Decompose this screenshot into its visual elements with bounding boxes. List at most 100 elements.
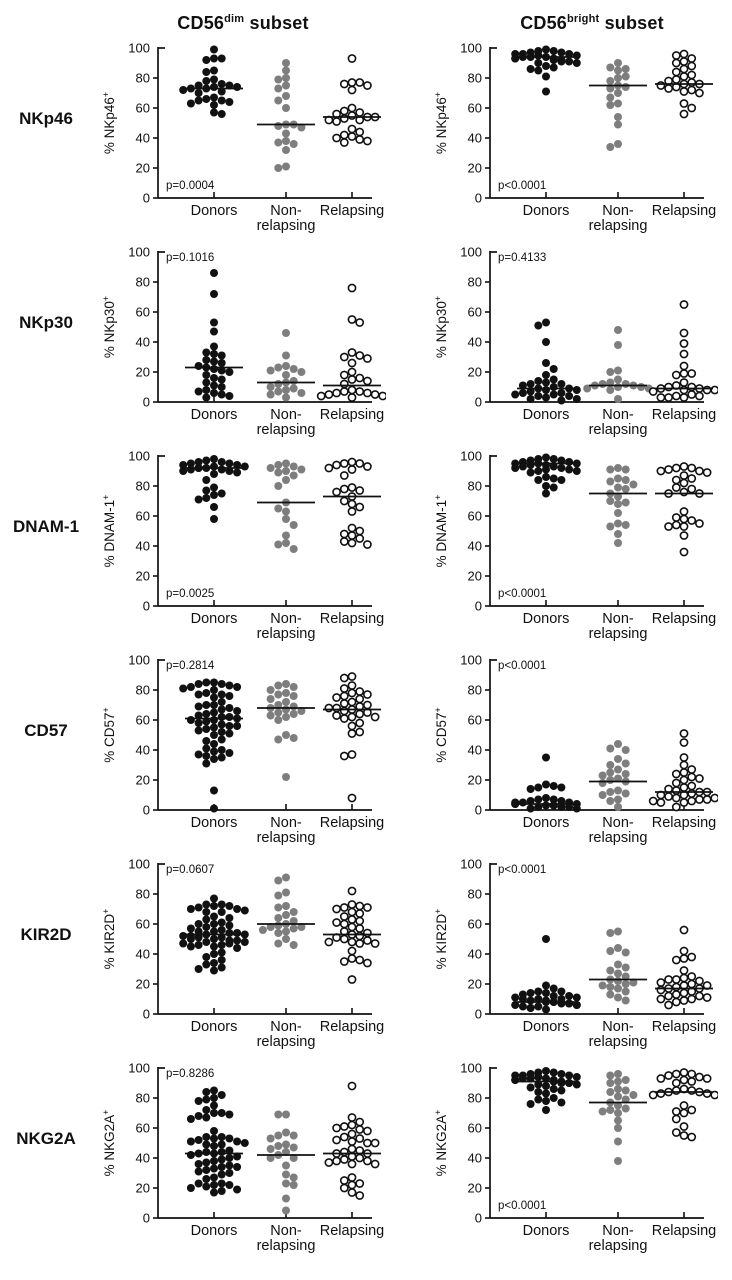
data-point — [202, 371, 211, 379]
column-title-cd56bright: CD56bright subset — [432, 13, 718, 34]
data-point — [210, 462, 218, 471]
data-point — [606, 477, 615, 486]
data-point — [210, 740, 218, 748]
data-point — [194, 362, 203, 370]
data-point — [355, 1117, 365, 1127]
data-point — [557, 476, 566, 484]
data-point — [186, 465, 195, 474]
data-point — [186, 905, 195, 913]
data-point — [614, 366, 622, 375]
data-point — [362, 136, 372, 146]
data-point — [339, 714, 349, 723]
data-point — [671, 802, 681, 812]
data-point — [542, 72, 550, 81]
data-point — [565, 1079, 574, 1087]
data-point — [202, 725, 211, 733]
data-point — [629, 1091, 638, 1099]
data-point — [274, 387, 283, 396]
data-point — [289, 1173, 298, 1182]
data-point — [355, 1153, 365, 1163]
scatter-plot-svg: 0 20 40 60 80 100 % KIR2D+ Donors Non-relapsingR… — [433, 857, 716, 1051]
data-point — [282, 698, 290, 706]
data-point — [687, 54, 697, 63]
data-point — [679, 72, 689, 81]
data-point — [347, 1129, 357, 1139]
data-point — [671, 1107, 681, 1116]
data-point — [202, 1148, 211, 1156]
data-point — [565, 392, 574, 400]
data-point — [614, 1137, 622, 1146]
data-point — [664, 975, 673, 984]
x-category-label: Donors — [191, 1019, 238, 1035]
data-point — [194, 1112, 203, 1120]
data-point — [614, 395, 622, 403]
data-point — [347, 1188, 357, 1197]
p-value-label: p=0.0004 — [166, 180, 215, 192]
y-tick-label: 60 — [468, 917, 482, 932]
data-point — [210, 470, 218, 478]
data-point — [614, 519, 622, 528]
data-point — [210, 1101, 218, 1110]
data-point — [679, 966, 689, 975]
data-point — [217, 80, 226, 88]
x-category-label: Non- — [270, 203, 302, 219]
x-category-label: Non- — [602, 815, 634, 831]
data-point — [637, 383, 646, 391]
data-point — [679, 478, 689, 488]
data-point — [289, 140, 298, 148]
data-point — [347, 1173, 357, 1182]
data-point — [614, 765, 622, 774]
y-axis-label-sup: + — [101, 909, 111, 914]
y-tick-label: 0 — [143, 803, 150, 818]
data-point — [347, 1137, 357, 1146]
data-point — [217, 375, 226, 384]
data-point — [217, 900, 226, 909]
y-tick-label: 80 — [136, 275, 150, 290]
data-point — [217, 926, 226, 934]
data-point — [679, 385, 689, 395]
data-point — [355, 727, 365, 737]
data-point — [511, 800, 520, 808]
data-point — [194, 1179, 203, 1188]
scatter-plot-svg: 0 20 40 60 80 100 % CD57+ Donors Non-relapsingRe… — [433, 653, 720, 846]
data-point — [225, 704, 234, 712]
data-point — [679, 57, 689, 66]
data-point — [534, 1095, 543, 1104]
y-tick-label: 60 — [136, 305, 150, 320]
data-point — [614, 927, 622, 936]
data-point — [282, 74, 290, 82]
data-point — [289, 545, 298, 553]
data-point — [362, 540, 372, 549]
data-point — [274, 708, 283, 717]
data-point — [217, 54, 226, 63]
data-point — [621, 963, 630, 972]
y-tick-label: 0 — [143, 1211, 150, 1226]
data-point — [606, 84, 615, 93]
data-point — [621, 996, 630, 1005]
y-tick-label: 20 — [468, 1181, 482, 1196]
data-point — [679, 109, 689, 119]
data-point — [274, 540, 283, 549]
data-point — [355, 1191, 365, 1200]
p-value-label: p<0.0001 — [498, 588, 546, 600]
data-point — [225, 713, 234, 721]
y-axis-label-sup: + — [433, 1110, 443, 1115]
data-point — [557, 803, 566, 811]
y-tick-label: 40 — [468, 947, 482, 962]
data-point — [549, 1094, 558, 1102]
data-point — [572, 1073, 581, 1081]
scatter-plot-svg: 0 20 40 60 80 100 % DNAM-1+ Donors Non-relapsing… — [433, 449, 717, 643]
data-point — [362, 690, 372, 699]
data-point — [534, 377, 543, 385]
data-point — [679, 1068, 689, 1077]
data-point — [614, 140, 622, 148]
x-category-label: Relapsing — [652, 611, 717, 627]
data-point — [557, 783, 566, 792]
data-point — [679, 973, 689, 983]
data-point — [572, 1080, 581, 1089]
data-point — [671, 793, 681, 803]
data-point — [217, 728, 226, 736]
data-point — [347, 531, 357, 540]
y-tick-label: 100 — [128, 653, 150, 668]
data-point — [671, 982, 681, 992]
